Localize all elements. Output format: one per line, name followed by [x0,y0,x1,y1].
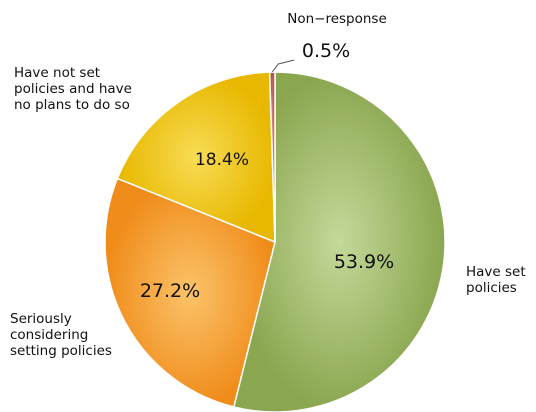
category-label-have-not-set-policies-and-have-no-plans-to-do-so: Have not set policies and have no plans to… [14,65,132,113]
value-label-non-response: 0.5% [302,40,350,62]
category-label-have-set-policies: Have set policies [466,264,526,296]
leader-lines [271,59,295,73]
category-label-non-response: Non−response [287,11,387,27]
category-label-seriously-considering-setting-policies: Seriously considering setting policies [10,311,112,359]
value-label-have-not-set-policies-and-have-no-plans-to-do-so: 18.4% [195,150,249,170]
value-label-have-set-policies: 53.9% [334,251,394,273]
pie-labels: 53.9% Have set policies 27.2% Seriously consi… [10,11,526,359]
value-label-seriously-considering-setting-policies: 27.2% [140,280,200,302]
pie-slice-have-set-policies [232,71,446,412]
pie-slice-have-not-set-policies-and-have-no-plans-to-do-so [116,71,276,244]
pie-slice-seriously-considering-setting-policies [104,177,276,408]
leader-line-non-response [271,59,295,73]
pie-slices [104,71,446,412]
